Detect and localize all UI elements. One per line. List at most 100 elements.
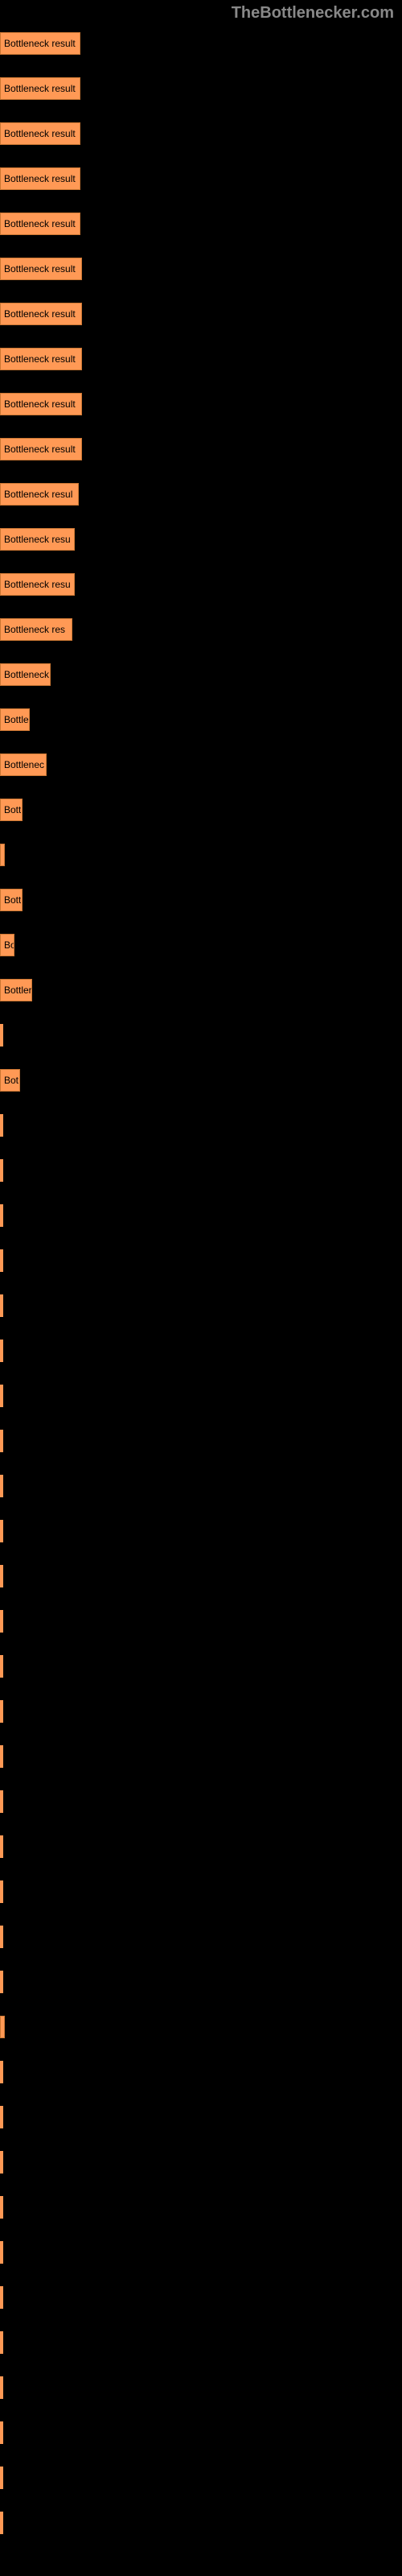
bar-row (0, 1159, 402, 1182)
bar: Bottleneck resu (0, 573, 75, 596)
bar-row (0, 1610, 402, 1633)
bar-label: Bo (4, 939, 14, 951)
bar-row (0, 1204, 402, 1227)
bar (0, 1024, 3, 1046)
chart-container: Bottleneck result Bottleneck result Bottle… (0, 0, 402, 2534)
bar-label: Bottleneck result (4, 398, 76, 410)
bar-row: Bottleneck result (0, 393, 402, 415)
bar (0, 1249, 3, 1272)
bar-label: Bottleneck result (4, 173, 76, 184)
bar-row: Bottleneck resu (0, 528, 402, 551)
bar (0, 2151, 3, 2174)
bar-row (0, 2421, 402, 2444)
bar-row: Bo (0, 934, 402, 956)
bar-row: Bottleneck result (0, 438, 402, 460)
bar-row: Bottleneck resul (0, 483, 402, 506)
bar: Bottleneck result (0, 167, 80, 190)
bar-row: Bottlenec (0, 753, 402, 776)
bar: Bottleneck result (0, 213, 80, 235)
bar-label: Bot (4, 1075, 18, 1086)
bar: Bot (0, 1069, 20, 1092)
bar-row (0, 2512, 402, 2534)
bar: Bottleneck res (0, 618, 72, 641)
bar: Bottleneck (0, 663, 51, 686)
bar (0, 1159, 3, 1182)
bar-row (0, 1700, 402, 1723)
bar-label: Bottleneck result (4, 218, 76, 229)
watermark-text: TheBottlenecker.com (232, 4, 394, 23)
bar (0, 1204, 3, 1227)
bar-row (0, 2467, 402, 2489)
bar: Bottleneck resu (0, 528, 75, 551)
bar-row (0, 2331, 402, 2354)
bar-row (0, 1340, 402, 1362)
bar-row: Bottleneck result (0, 32, 402, 55)
bar-row (0, 2061, 402, 2083)
bar-row (0, 1655, 402, 1678)
bar (0, 1745, 3, 1768)
bar-row: Bott (0, 889, 402, 911)
bar: Bottleneck result (0, 122, 80, 145)
bar: Bott (0, 799, 23, 821)
bar-label: Bottleneck result (4, 263, 76, 275)
bar: Bottle (0, 708, 30, 731)
bar (0, 1430, 3, 1452)
bar (0, 2196, 3, 2219)
bar-row (0, 2376, 402, 2399)
bar: Bottleneck result (0, 393, 82, 415)
bar (0, 2376, 3, 2399)
bar (0, 1835, 3, 1858)
bar-row (0, 1926, 402, 1948)
bar-label: Bottleneck result (4, 308, 76, 320)
bar: Bottleneck result (0, 32, 80, 55)
bar-row: Bottleneck result (0, 167, 402, 190)
bar-row (0, 1024, 402, 1046)
bar (0, 1971, 3, 1993)
bar (0, 1475, 3, 1497)
bar (0, 2286, 3, 2309)
bar (0, 2421, 3, 2444)
bar-row (0, 1565, 402, 1587)
bar (0, 1114, 3, 1137)
bar (0, 1926, 3, 1948)
bar: Bottleneck result (0, 303, 82, 325)
bar (0, 1655, 3, 1678)
bar-row: Bott (0, 799, 402, 821)
bar: Bottleneck result (0, 348, 82, 370)
bar: Bo (0, 934, 14, 956)
bar-label: Bottleneck resul (4, 489, 72, 500)
bar (0, 844, 5, 866)
bar-row: Bottleneck resu (0, 573, 402, 596)
bar-row (0, 1790, 402, 1813)
bar-row (0, 1835, 402, 1858)
bar-row: Bottleneck result (0, 303, 402, 325)
bar-label: Bottleneck result (4, 444, 76, 455)
bar-row (0, 1385, 402, 1407)
bar-row (0, 1475, 402, 1497)
bar-row (0, 1114, 402, 1137)
bar-row: Bottleneck result (0, 258, 402, 280)
bar-row: Bottle (0, 708, 402, 731)
bar-row: Bottleneck res (0, 618, 402, 641)
bar (0, 1520, 3, 1542)
bar-row (0, 2286, 402, 2309)
bar (0, 2106, 3, 2128)
bar: Bottleneck result (0, 77, 80, 100)
bar (0, 1790, 3, 1813)
bar-row: Bottleneck result (0, 77, 402, 100)
bar-row (0, 1745, 402, 1768)
bar-row: Bottler (0, 979, 402, 1001)
bar-row (0, 1249, 402, 1272)
bar-row: Bot (0, 1069, 402, 1092)
bar-label: Bottlenec (4, 759, 44, 770)
bar-label: Bottleneck (4, 669, 49, 680)
bar (0, 1700, 3, 1723)
bar: Bottler (0, 979, 32, 1001)
bar-row (0, 2196, 402, 2219)
bar-label: Bottleneck result (4, 38, 76, 49)
bar-row (0, 1880, 402, 1903)
bar (0, 2331, 3, 2354)
bar-row (0, 2016, 402, 2038)
bar: Bott (0, 889, 23, 911)
bar-row (0, 1520, 402, 1542)
